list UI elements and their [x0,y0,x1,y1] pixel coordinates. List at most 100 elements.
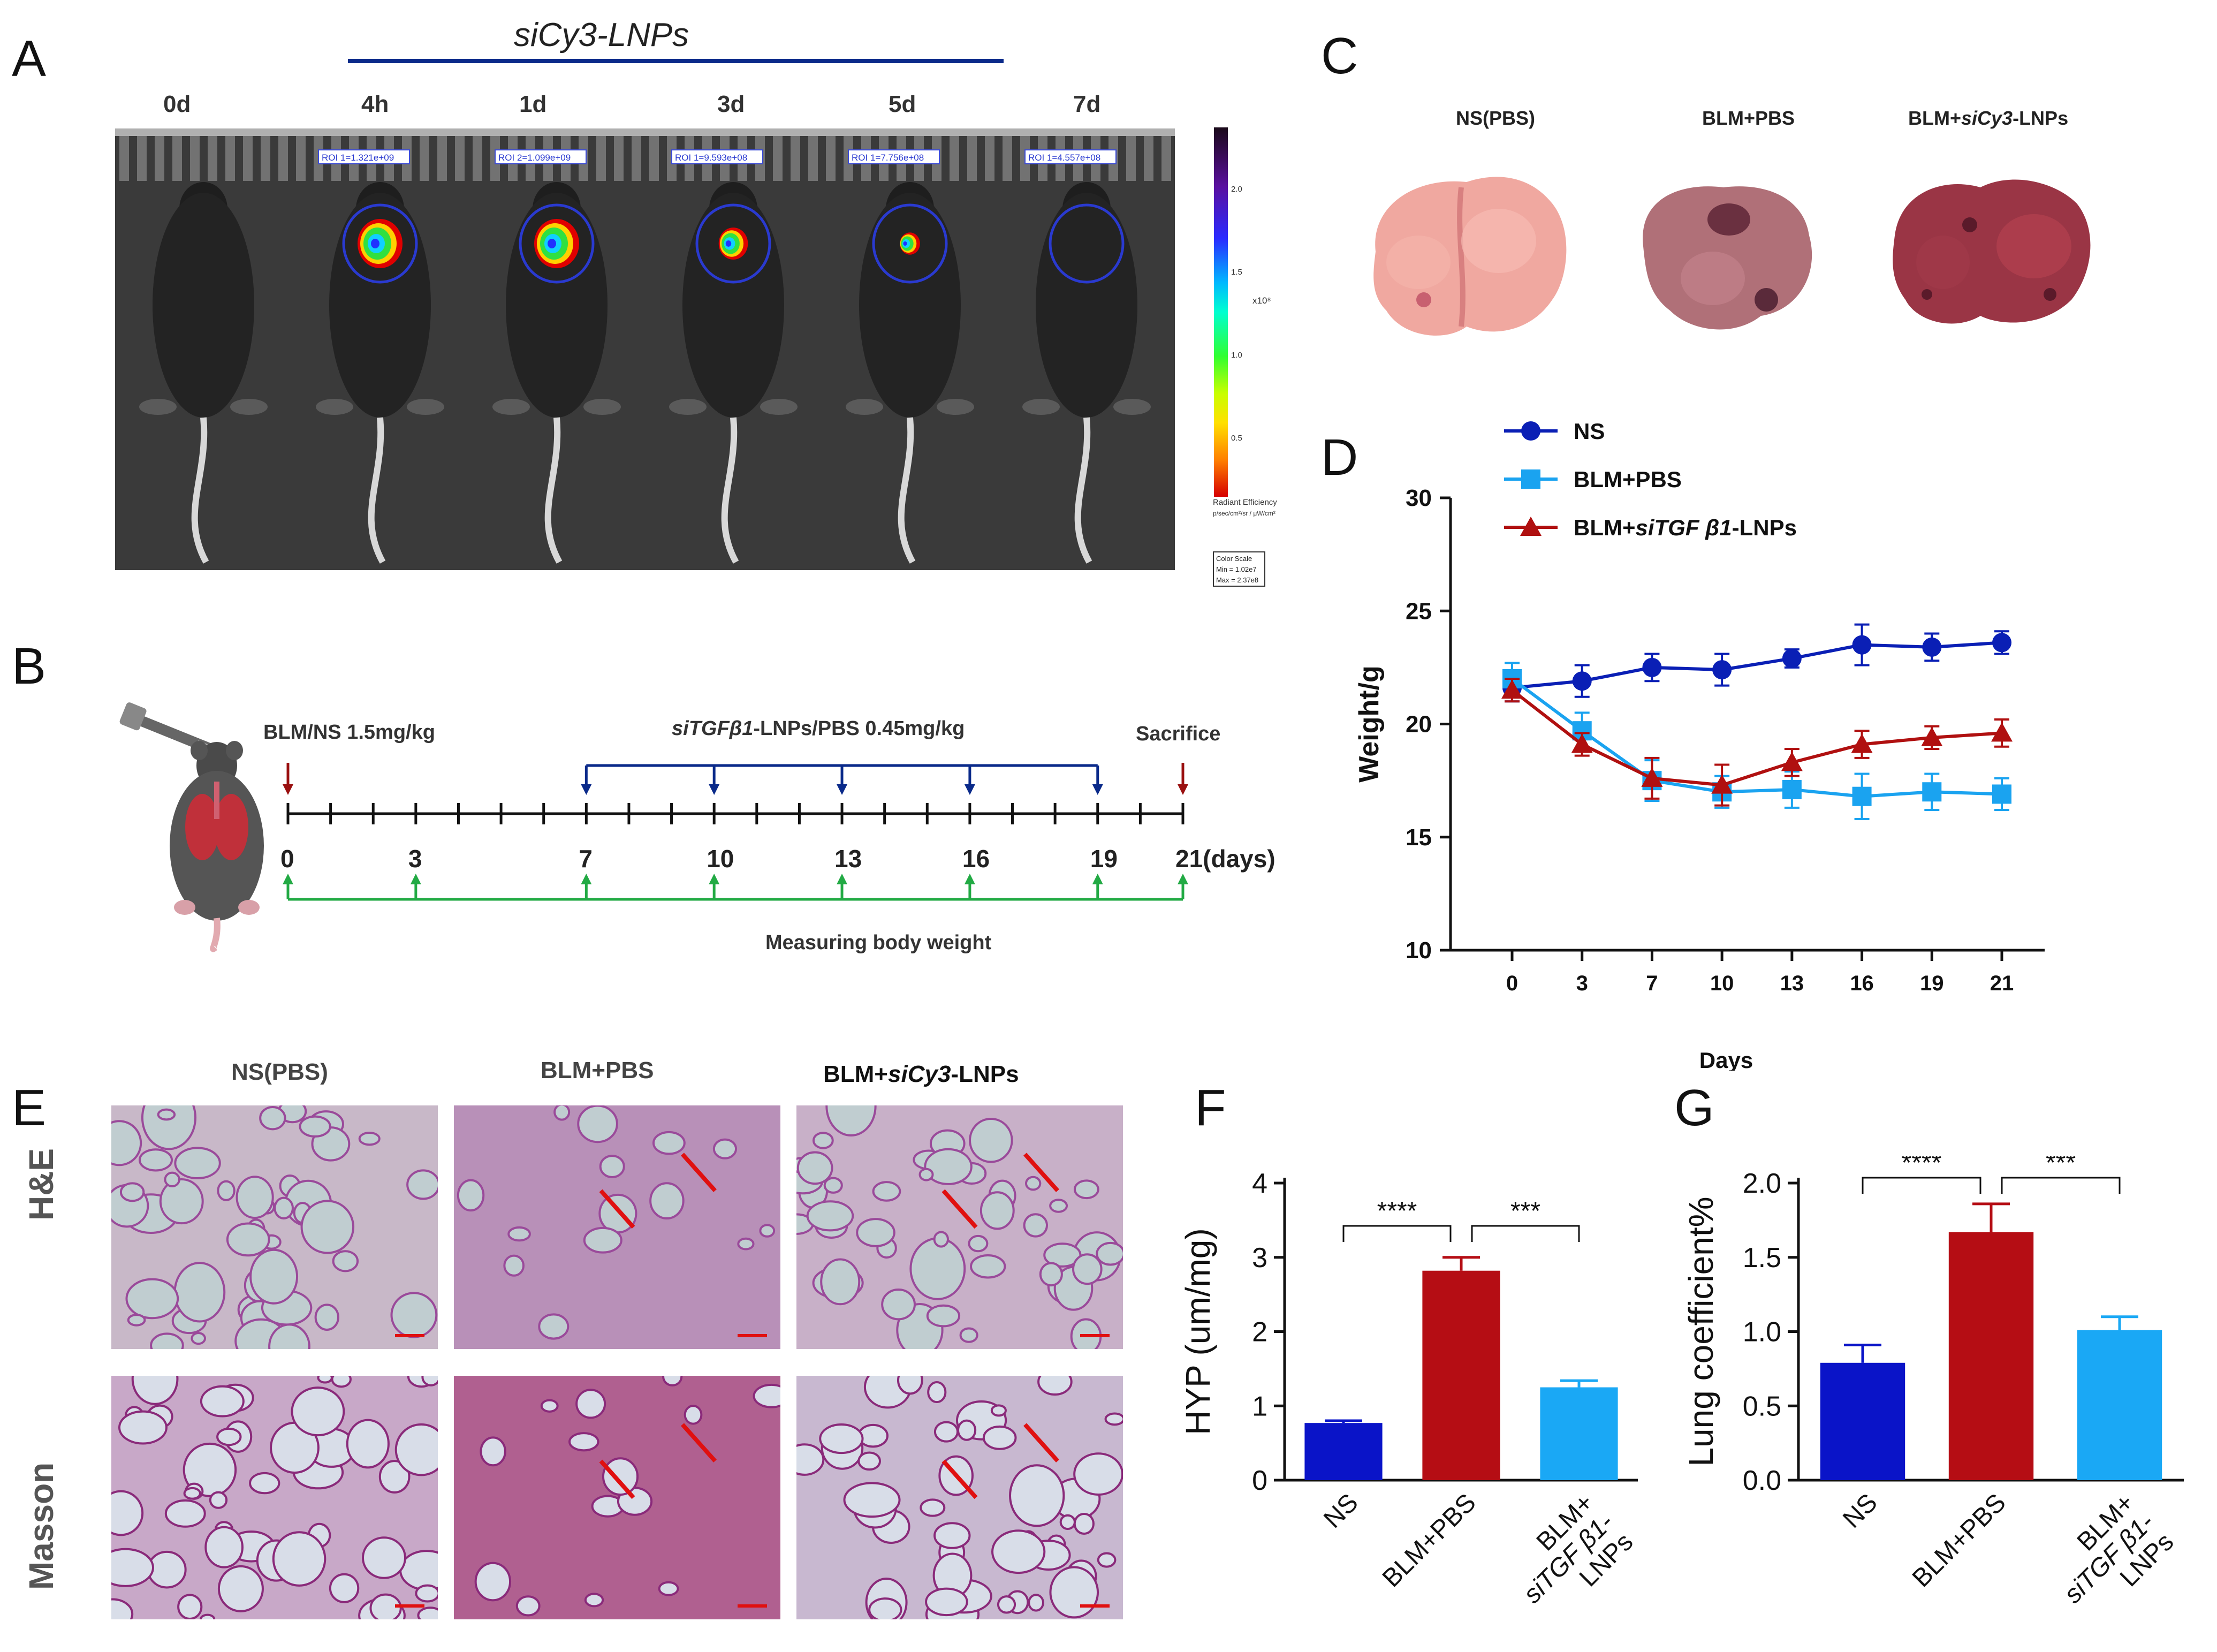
y-tick-label: 0.5 [1743,1391,1781,1422]
histology-texture [796,1105,1123,1349]
alveolus [119,1182,145,1202]
cage-bar [1003,133,1012,181]
y-tick-label: 10 [1406,937,1432,964]
mouse-body [506,193,608,418]
alveolus [583,1226,622,1254]
alveolus [159,1178,204,1225]
alveolus [421,1376,438,1386]
lung-photo-ns [1373,177,1567,336]
histology-image [796,1376,1123,1619]
measure-arrow-head [837,874,848,884]
x-tick-label: 21 [1990,972,2014,995]
alveolus [968,1234,989,1253]
alveolus [332,1250,359,1272]
series-line [1511,688,2002,787]
x-tick-label: 13 [1780,972,1804,995]
alveolus [812,1132,834,1149]
alveolus [173,1262,226,1323]
alveolus [118,1410,168,1445]
alveolus [959,1327,978,1343]
mouse-foot [230,399,268,415]
mouse-tail [191,417,209,564]
timeline-day-label: 10 [707,845,734,873]
data-point [1852,786,1872,806]
alveolus [157,1108,176,1121]
chart-g: 0.0 0.5 1.0 1.5 2.0 Lung coefficient% NS BLM+PB… [1682,1156,2184,1609]
red-arrow [942,1459,978,1499]
alveolus [1104,1412,1123,1426]
roi-circle [519,203,595,284]
lung-photos [1373,177,2091,336]
alveolus [662,1376,683,1386]
cage-bar [296,133,306,181]
alveolus [1028,1594,1044,1612]
histology-image [111,1105,438,1349]
cage-bar [208,133,217,181]
color-scale-tick: 1.0 [1231,351,1242,360]
significance-bracket [1471,1225,1580,1242]
cage-top [822,128,998,136]
scale-bar [395,1604,424,1608]
alveolus [474,1562,512,1602]
scale-bar [738,1334,767,1337]
lung-label-ns: NS(PBS) [1456,107,1536,129]
mouse-image-panel [115,128,292,570]
x-tick-label: 0 [1506,972,1518,995]
signal-blue [725,240,732,247]
series-line [1512,641,2002,689]
alveolus [226,1222,270,1257]
data-point [1922,637,1942,657]
alveolus [925,1587,968,1617]
panel-label-d: D [1321,429,1358,486]
dose-mid-italic: siTGFβ1 [672,717,754,740]
histology-texture [474,1376,780,1617]
panel-label-e: E [12,1079,47,1136]
cage-bar [596,133,606,181]
cage-bar [137,133,147,181]
color-scale-box: Color Scale Min = 1.02e7 Max = 2.37e8 [1213,551,1265,587]
alveolus [823,1177,843,1194]
cage-bar [225,133,235,181]
mouse-foot [316,399,353,415]
alveolus [369,1593,402,1619]
alveolus [1025,1176,1042,1191]
dose-arrow-head [283,784,293,795]
alveolus [737,1237,755,1251]
row-label-masson: Masson [22,1462,60,1590]
cage-bar [791,133,800,181]
alveolus [183,1487,201,1500]
timeline-day-label: 3 [408,845,422,873]
alveolus [856,1218,895,1247]
scale-bar [395,1334,424,1337]
alveolus [111,1548,154,1587]
mouse-tail [544,417,563,564]
red-arrow [599,1459,635,1499]
legend-label: NS [1574,419,1605,444]
measure-arrow-head [1092,874,1103,884]
measure-arrow-head [581,874,592,884]
legend-label: BLM+siTGF β1-LNPs [1574,515,1797,540]
alveolus [111,1120,142,1166]
mouse-foot [669,399,707,415]
alveolus [291,1386,345,1437]
roi-label: ROI 1=9.593e+08 [675,153,747,163]
chart-d: 10 15 20 25 30 0 3 7 10 13 16 19 21 Days Weight/g NS BLM… [1354,419,2045,1071]
timepoint-label: 3d [717,91,745,117]
cage-bar [437,133,447,181]
panel-label-a: A [12,30,47,87]
mouse-illustration [119,702,264,952]
alveolus [183,1442,237,1497]
alveolus [217,1180,236,1201]
cage-bar [826,133,836,181]
cage-bar [649,133,659,181]
y-tick-label: 1 [1252,1391,1267,1422]
x-tick-label: 16 [1850,972,1874,995]
alveolus [209,1491,228,1509]
scale-units: p/sec/cm²/sr / μW/cm² [1213,510,1275,517]
alveolus [577,1105,618,1143]
alveolus [868,1597,902,1619]
alveolus [796,1443,825,1476]
alveolus [1039,1262,1063,1287]
alveolus [329,1573,360,1603]
bar [1540,1387,1618,1480]
